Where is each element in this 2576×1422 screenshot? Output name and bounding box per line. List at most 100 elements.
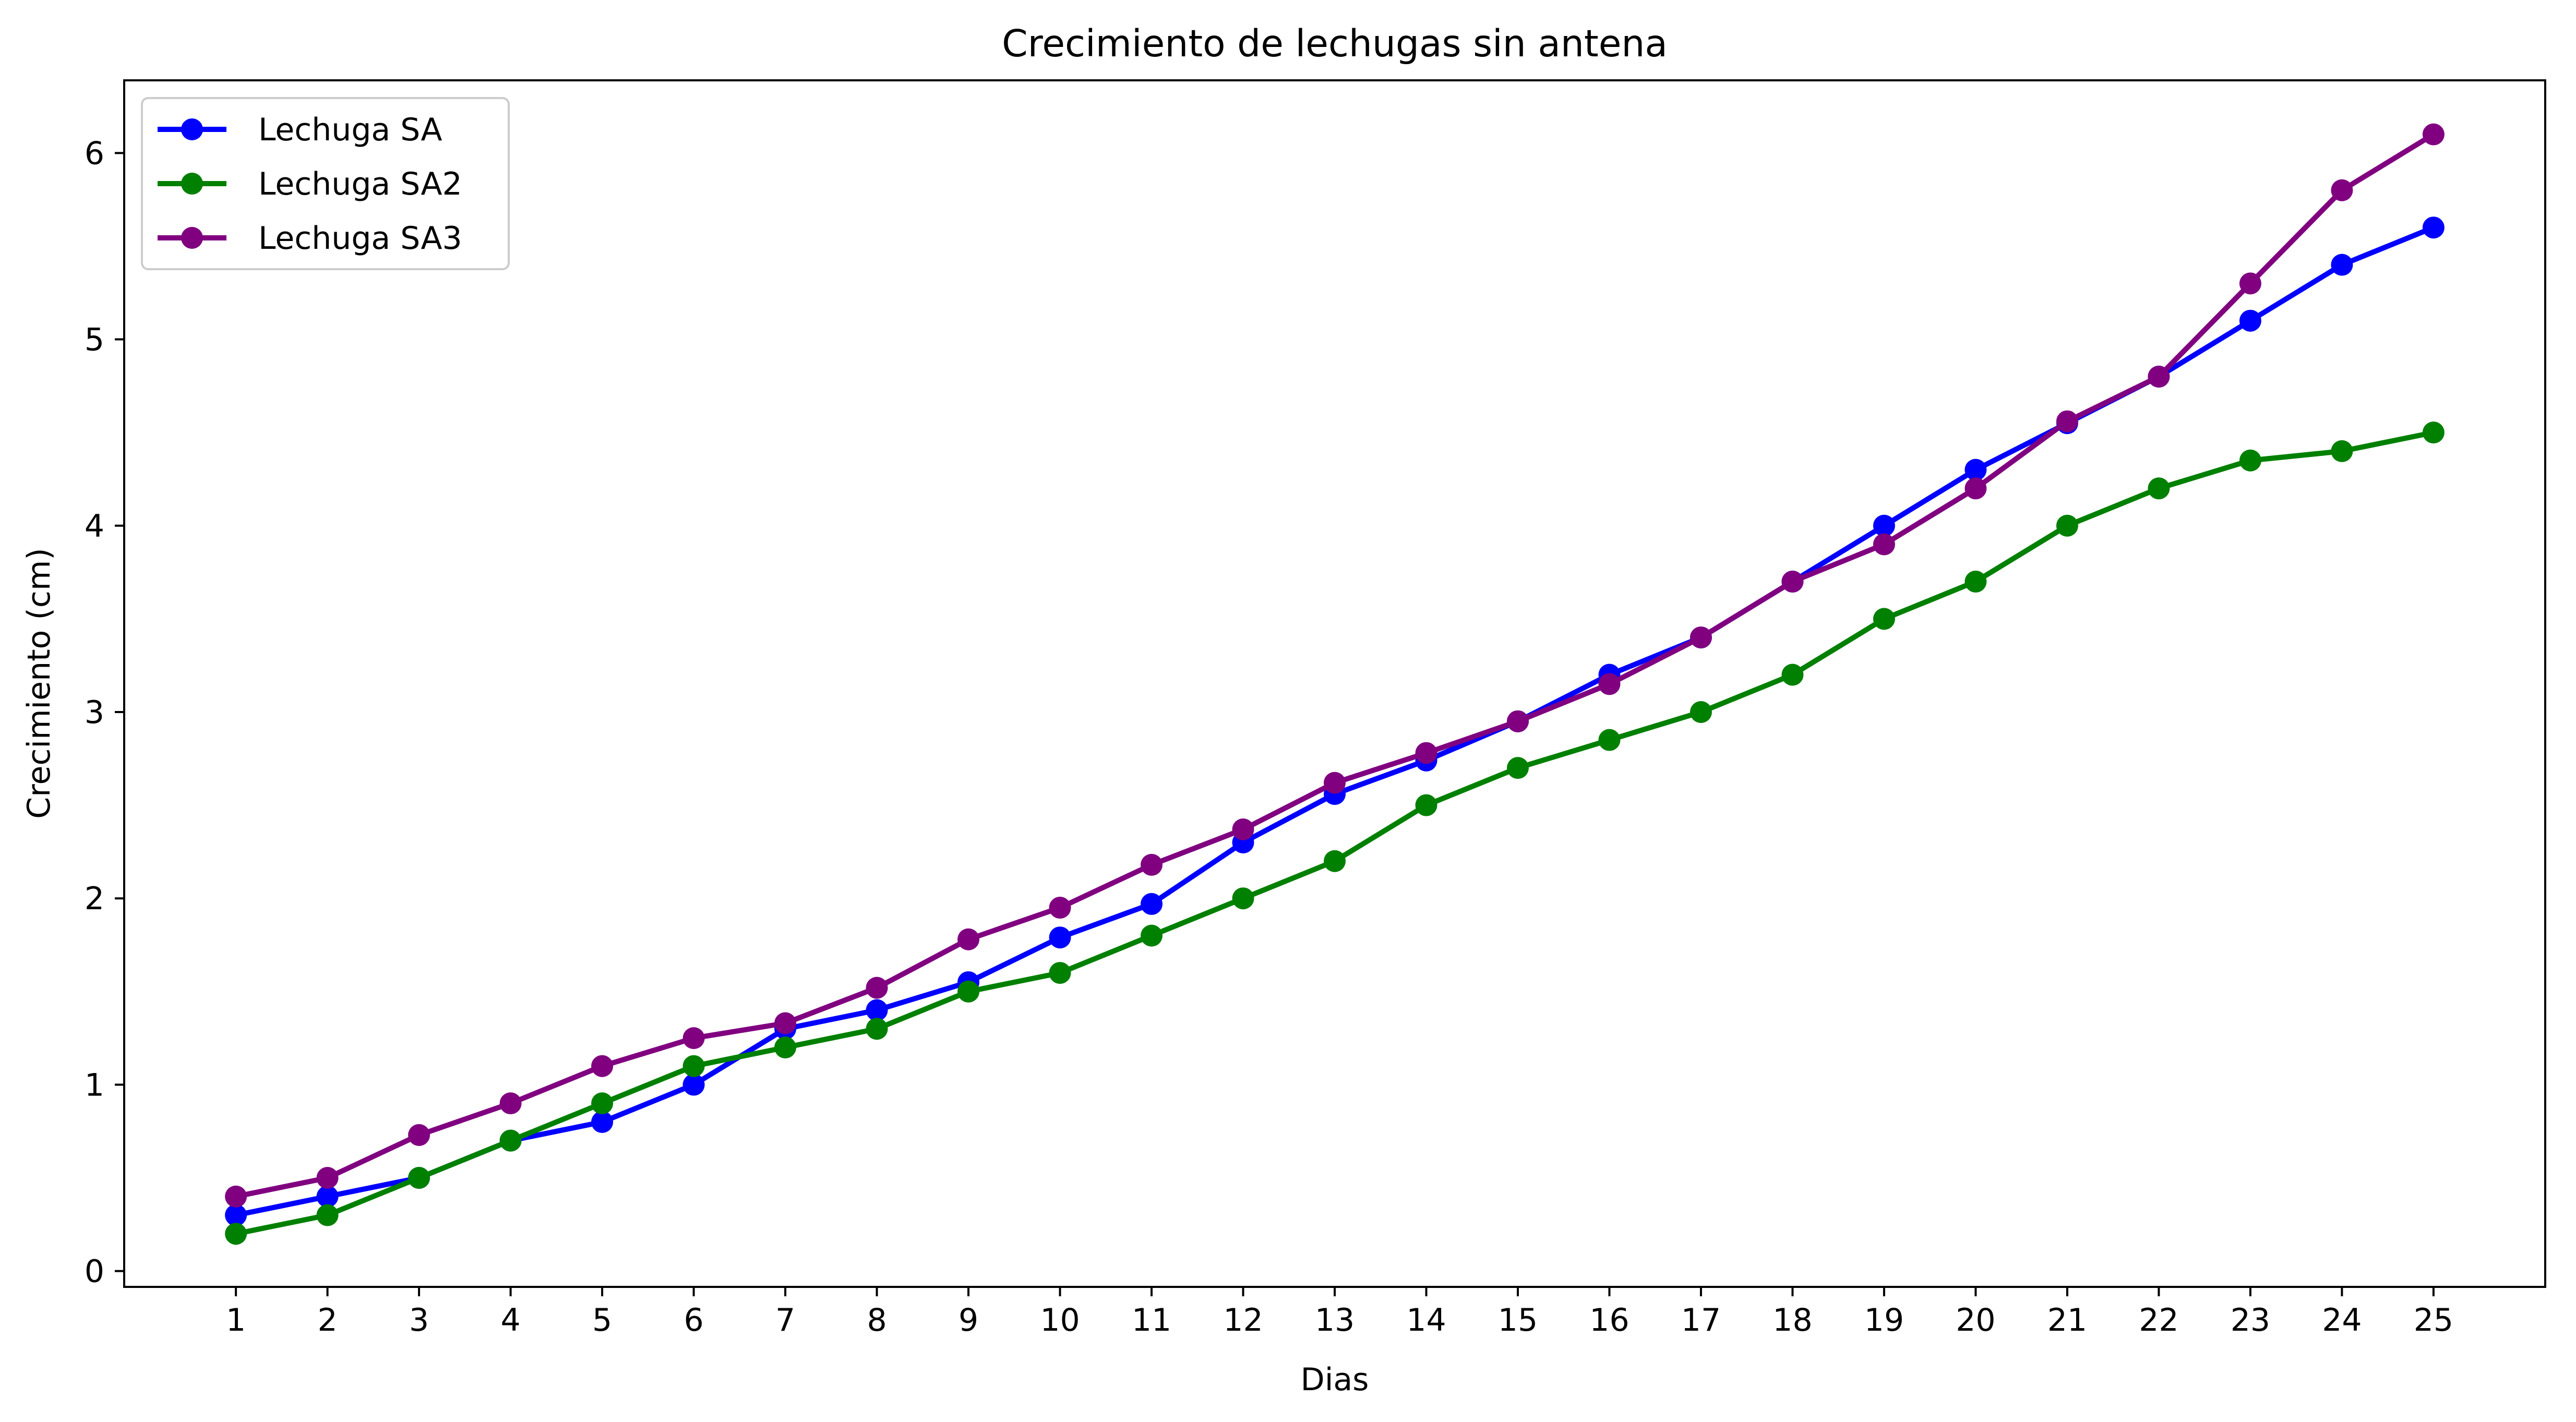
data-point	[2056, 410, 2078, 432]
x-tick-label: 5	[592, 1302, 612, 1339]
data-point	[591, 1055, 614, 1077]
x-tick-label: 8	[867, 1302, 886, 1339]
data-point	[225, 1223, 247, 1245]
data-point	[316, 1204, 339, 1226]
legend-marker	[181, 227, 203, 249]
data-point	[957, 928, 980, 950]
y-tick-label: 3	[85, 694, 104, 731]
data-point	[1324, 772, 1346, 794]
legend-box	[141, 97, 510, 270]
x-tick-label: 15	[1498, 1302, 1538, 1339]
data-point	[2239, 449, 2261, 472]
x-tick-label: 13	[1315, 1302, 1355, 1339]
x-tick-label: 17	[1681, 1302, 1721, 1339]
data-point	[1598, 729, 1621, 751]
x-tick-label: 19	[1864, 1302, 1904, 1339]
y-tick-label: 4	[85, 508, 104, 545]
data-point	[1964, 477, 1987, 500]
data-point	[957, 980, 980, 1003]
data-point	[1598, 673, 1621, 695]
legend-item: Lechuga SA2	[158, 166, 462, 202]
x-tick-label: 4	[500, 1302, 520, 1339]
x-tick-label: 6	[684, 1302, 703, 1339]
data-point	[1506, 757, 1529, 779]
legend-item: Lechuga SA3	[158, 220, 462, 257]
data-point	[2422, 216, 2445, 239]
series-3	[225, 123, 2445, 1208]
data-point	[2422, 123, 2445, 146]
x-tick-label: 23	[2231, 1302, 2270, 1339]
x-tick-label: 20	[1956, 1302, 1995, 1339]
legend-marker	[181, 173, 203, 195]
data-point	[225, 1185, 247, 1208]
data-point	[1781, 570, 1804, 593]
data-point	[1049, 926, 1071, 949]
data-point	[1141, 893, 1163, 915]
data-point	[2331, 254, 2353, 276]
x-axis-label: Dias	[1301, 1361, 1369, 1398]
data-point	[408, 1124, 430, 1146]
data-point	[866, 977, 888, 999]
legend-label: Lechuga SA2	[258, 166, 462, 202]
y-tick-label: 1	[85, 1067, 104, 1103]
data-point	[591, 1111, 614, 1133]
data-point	[682, 1055, 705, 1077]
data-point	[1415, 742, 1437, 764]
data-point	[1049, 897, 1071, 919]
legend-label: Lechuga SA3	[258, 220, 462, 257]
data-point	[316, 1185, 339, 1208]
data-point	[2148, 365, 2170, 388]
data-point	[2331, 179, 2353, 201]
data-point	[2056, 514, 2078, 537]
data-point	[1964, 570, 1987, 593]
x-tick-label: 1	[226, 1302, 246, 1339]
x-tick-label: 14	[1406, 1302, 1446, 1339]
data-point	[1964, 459, 1987, 481]
x-tick-label: 22	[2139, 1302, 2178, 1339]
x-tick-label: 2	[317, 1302, 337, 1339]
x-tick-label: 24	[2322, 1302, 2362, 1339]
y-tick-label: 2	[85, 881, 104, 917]
x-tick-label: 21	[2047, 1302, 2087, 1339]
data-point	[1141, 853, 1163, 876]
data-point	[1324, 850, 1346, 872]
y-tick-label: 6	[85, 135, 104, 172]
data-point	[1690, 626, 1712, 649]
data-point	[225, 1204, 247, 1226]
data-point	[499, 1129, 522, 1152]
series-2	[225, 421, 2445, 1245]
data-point	[682, 1074, 705, 1096]
x-tick-label: 12	[1223, 1302, 1263, 1339]
series-layer	[225, 123, 2445, 1245]
data-point	[591, 1092, 614, 1115]
data-point	[1506, 710, 1529, 732]
legend: Lechuga SA Lechuga SA2 Lechuga SA3	[141, 97, 510, 270]
legend-marker	[181, 118, 203, 140]
data-point	[774, 1012, 797, 1034]
data-point	[866, 999, 888, 1021]
data-point	[1690, 701, 1712, 723]
data-point	[2422, 421, 2445, 444]
data-point	[682, 1027, 705, 1050]
data-point	[2239, 309, 2261, 332]
y-tick-label: 0	[85, 1254, 104, 1290]
data-point	[1415, 794, 1437, 816]
data-point	[499, 1092, 522, 1115]
chart-title: Crecimiento de lechugas sin antena	[1002, 22, 1668, 65]
x-axis-ticks: 1 2 3 4 5 6 7 8 9 10 11 12 13 14 15 16 17 18 19 20 21 22 23 24 2…	[226, 1287, 2453, 1339]
data-point	[774, 1036, 797, 1058]
data-point	[1049, 962, 1071, 984]
x-tick-label: 9	[958, 1302, 978, 1339]
data-point	[1781, 664, 1804, 686]
data-point	[1232, 887, 1254, 910]
data-point	[316, 1167, 339, 1189]
x-tick-label: 3	[409, 1302, 429, 1339]
x-tick-label: 16	[1589, 1302, 1629, 1339]
data-point	[2239, 272, 2261, 295]
legend-item: Lechuga SA	[158, 112, 442, 148]
data-point	[1232, 818, 1254, 841]
x-tick-label: 25	[2414, 1302, 2453, 1339]
y-tick-label: 5	[85, 322, 104, 358]
data-point	[1873, 608, 1895, 630]
